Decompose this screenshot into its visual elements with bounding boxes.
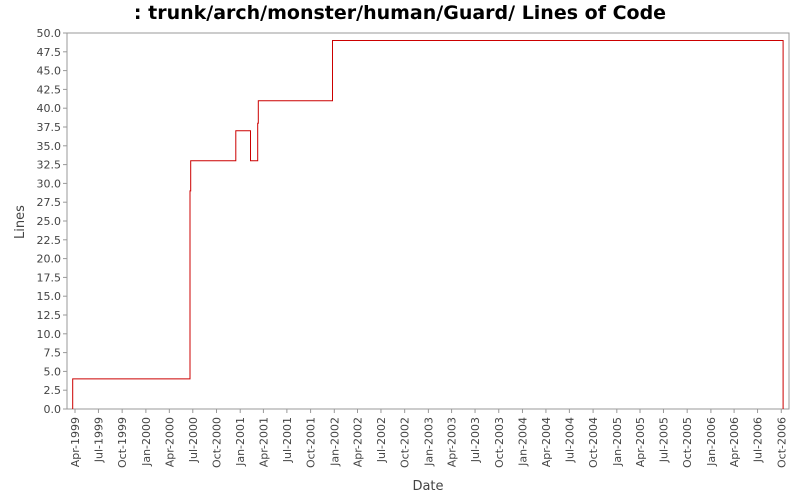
x-tick-label: Jan-2000 [140,417,153,467]
x-tick-label: Oct-2000 [211,417,224,468]
y-tick-label: 2.5 [44,384,62,397]
x-tick-label: Jul-1999 [92,417,105,463]
x-tick-label: Jul-2003 [469,417,482,463]
y-tick-label: 12.5 [37,309,62,322]
x-tick-label: Oct-1999 [116,417,129,468]
y-tick-label: 50.0 [37,27,62,40]
x-tick-label: Jul-2002 [375,417,388,463]
x-tick-label: Apr-2006 [728,417,741,467]
x-tick-label: Jan-2002 [328,417,341,467]
y-tick-label: 35.0 [37,140,62,153]
x-tick-label: Apr-2004 [540,417,553,467]
y-tick-label: 37.5 [37,121,62,134]
plot-area [66,32,790,410]
x-tick-label: Apr-2000 [163,417,176,467]
x-tick-label: Apr-2001 [257,417,270,467]
x-axis: Apr-1999 Jul-1999 Oct-1999 Jan-2000 Apr-2000… [69,409,788,468]
x-tick-label: Jul-2006 [752,417,765,463]
x-tick-label: Oct-2005 [681,417,694,468]
chart-title: : trunk/arch/monster/human/Guard/ Lines … [133,2,667,24]
x-axis-label: Date [412,479,443,494]
y-tick-label: 20.0 [37,253,62,266]
x-tick-label: Jan-2005 [611,417,624,467]
y-tick-label: 7.5 [44,347,62,360]
x-tick-label: Jan-2004 [516,417,529,467]
y-tick-label: 27.5 [37,196,62,209]
x-tick-label: Oct-2003 [493,417,506,468]
x-tick-label: Jan-2006 [705,417,718,467]
y-tick-label: 10.0 [37,328,62,341]
y-tick-label: 22.5 [37,234,62,247]
y-tick-label: 17.5 [37,271,62,284]
series-line [72,40,784,409]
x-tick-label: Oct-2002 [399,417,412,468]
x-tick-label: Jan-2003 [422,417,435,467]
x-tick-label: Apr-2002 [352,417,365,467]
x-tick-label: Apr-2005 [634,417,647,467]
x-tick-label: Apr-2003 [446,417,459,467]
y-tick-label: 47.5 [37,46,62,59]
y-tick-label: 0.0 [44,403,62,416]
y-tick-label: 15.0 [37,290,62,303]
x-tick-label: Jul-2001 [281,417,294,463]
y-tick-label: 5.0 [44,365,62,378]
y-tick-label: 40.0 [37,102,62,115]
y-tick-label: 45.0 [37,65,62,78]
x-tick-label: Oct-2001 [305,417,318,468]
y-tick-label: 32.5 [37,159,62,172]
y-tick-label: 25.0 [37,215,62,228]
y-axis-label: Lines [13,205,28,239]
y-tick-label: 42.5 [37,83,62,96]
x-tick-label: Oct-2006 [775,417,788,468]
x-tick-label: Jan-2001 [234,417,247,467]
x-tick-label: Oct-2004 [587,417,600,468]
x-tick-label: Jul-2004 [563,417,576,463]
x-tick-label: Apr-1999 [69,417,82,467]
x-tick-label: Jul-2000 [187,417,200,463]
y-axis: 0.0 2.5 5.0 7.5 10.0 12.5 15.0 17.5 20.0 22.5 25.0… [37,27,67,416]
x-tick-label: Jul-2005 [657,417,670,463]
y-tick-label: 30.0 [37,177,62,190]
